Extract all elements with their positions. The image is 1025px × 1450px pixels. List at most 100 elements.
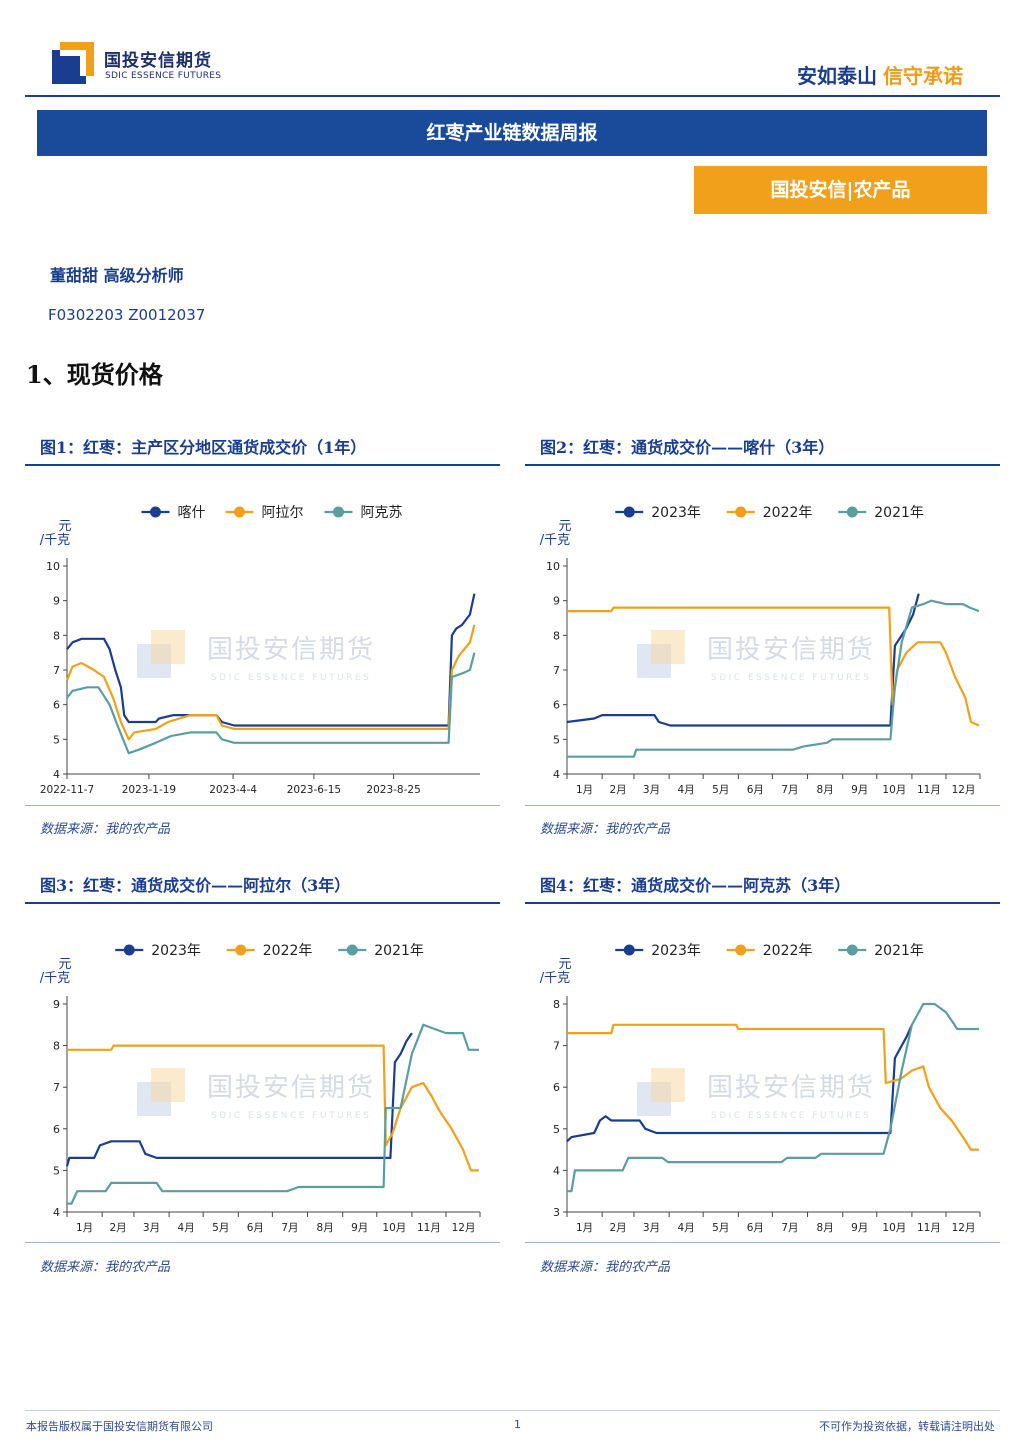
x-tick-label: 12月 [952, 784, 976, 796]
y-axis-label: 元 [58, 519, 71, 534]
y-tick-label: 4 [53, 1206, 60, 1219]
y-tick-label: 7 [553, 664, 560, 677]
x-tick-label: 7月 [781, 784, 798, 796]
y-tick-label: 5 [553, 733, 560, 746]
series-line-3 [67, 1023, 479, 1205]
figure-2-rule [525, 464, 1000, 466]
x-tick-label: 2023-1-19 [122, 784, 176, 796]
slogan-part-a: 安如泰山 [797, 64, 877, 88]
x-tick-label: 6月 [247, 1222, 264, 1234]
figure-3-bottom-rule [25, 1242, 500, 1243]
legend-label: 2021年 [874, 505, 924, 521]
x-tick-label: 5月 [212, 1222, 229, 1234]
chart-1: 国投安信期货 SDIC ESSENCE FUTURES 元/千克 4 5 6 7 8 9 10 20… [40, 505, 480, 796]
watermark-mark-icon [151, 630, 185, 664]
figure-1-source: 数据来源：我的农产品 [40, 822, 171, 837]
y-axis-label: 元 [558, 519, 571, 534]
figure-4-rule [525, 902, 1000, 904]
y-tick-label: 8 [53, 1040, 60, 1053]
watermark-text-cn: 国投安信期货 [707, 635, 875, 665]
author-name: 董甜甜 高级分析师 [50, 266, 184, 285]
watermark-text-en: SDIC ESSENCE FUTURES [211, 1111, 371, 1121]
figure-1-bottom-rule [25, 805, 500, 806]
slogan: 安如泰山 信守承诺 [797, 60, 963, 89]
y-tick-label: 7 [53, 1081, 60, 1094]
x-tick-label: 9月 [851, 1222, 868, 1234]
x-tick-label: 8月 [817, 1222, 834, 1234]
watermark-mark-icon [651, 1068, 685, 1102]
legend-marker [150, 506, 161, 518]
y-axis-label: /千克 [40, 533, 70, 548]
x-tick-label: 10月 [882, 784, 906, 796]
legend-marker [846, 944, 858, 956]
x-tick-label: 3月 [643, 1222, 660, 1234]
x-tick-label: 7月 [781, 1222, 798, 1234]
y-tick-label: 3 [553, 1206, 560, 1219]
y-tick-label: 6 [553, 1081, 560, 1094]
legend-label: 2022年 [763, 505, 813, 521]
y-axis-label: /千克 [40, 971, 70, 986]
series-line-3 [567, 599, 980, 758]
x-tick-label: 1月 [76, 1222, 93, 1234]
footer-divider [25, 1410, 1000, 1411]
y-tick-label: 5 [53, 1164, 60, 1177]
series-line-2 [67, 1044, 479, 1172]
x-tick-label: 7月 [281, 1222, 298, 1234]
chart-4: 国投安信期货 SDIC ESSENCE FUTURES 元/千克 3 4 5 6 7 8 1月 2月… [540, 943, 981, 1234]
y-axis-label: /千克 [540, 971, 570, 986]
y-tick-label: 8 [553, 998, 560, 1011]
legend-marker [735, 506, 747, 518]
figure-4-source: 数据来源：我的农产品 [540, 1260, 671, 1275]
x-tick-label: 4月 [678, 784, 695, 796]
series-line-1 [66, 593, 476, 727]
figure-2-bottom-rule [525, 805, 1000, 806]
figure-2-source: 数据来源：我的农产品 [540, 822, 671, 837]
legend-marker [333, 506, 344, 518]
legend-label: 2022年 [263, 943, 313, 959]
x-tick-label: 12月 [952, 1222, 976, 1234]
series-line-2 [567, 1023, 979, 1151]
y-tick-label: 7 [553, 1040, 560, 1053]
watermark-text-en: SDIC ESSENCE FUTURES [211, 673, 371, 683]
figure-2-title: 图2：红枣：通货成交价——喀什（3年） [540, 438, 835, 457]
x-tick-label: 12月 [452, 1222, 476, 1234]
x-tick-label: 11月 [917, 1222, 941, 1234]
y-tick-label: 7 [53, 664, 60, 677]
watermark-mark-icon [651, 630, 685, 664]
x-tick-label: 3月 [143, 1222, 160, 1234]
legend-marker [123, 944, 135, 956]
y-tick-label: 4 [553, 768, 560, 781]
series-line-1 [566, 1024, 913, 1143]
watermark-text-en: SDIC ESSENCE FUTURES [711, 1111, 871, 1121]
x-tick-label: 2月 [609, 1222, 626, 1234]
y-tick-label: 9 [53, 998, 60, 1011]
chart-2: 国投安信期货 SDIC ESSENCE FUTURES 元/千克 4 5 6 7 8 9 10 1月… [540, 505, 981, 796]
y-tick-label: 8 [553, 629, 560, 642]
y-tick-label: 9 [553, 595, 560, 608]
x-tick-label: 9月 [351, 1222, 368, 1234]
y-tick-label: 5 [553, 1123, 560, 1136]
logo-text-en: SDIC ESSENCE FUTURES [105, 71, 222, 81]
x-tick-label: 4月 [678, 1222, 695, 1234]
company-logo: 国投安信期货 SDIC ESSENCE FUTURES [52, 40, 242, 90]
chart-3: 国投安信期货 SDIC ESSENCE FUTURES 元/千克 4 5 6 7 8 9 1月 2月… [40, 943, 481, 1234]
series-line-1 [65, 1032, 413, 1167]
legend-marker [235, 944, 247, 956]
legend-label: 阿克苏 [361, 505, 403, 521]
x-tick-label: 11月 [917, 784, 941, 796]
legend-marker [623, 944, 635, 956]
legend-marker [234, 506, 245, 518]
legend-marker [346, 944, 358, 956]
y-tick-label: 8 [53, 629, 60, 642]
x-tick-label: 2023-6-15 [287, 784, 341, 796]
watermark-text-cn: 国投安信期货 [707, 1073, 875, 1103]
legend-label: 喀什 [178, 505, 206, 521]
legend-label: 2021年 [374, 943, 424, 959]
y-tick-label: 6 [553, 699, 560, 712]
section-title: 1、现货价格 [26, 360, 163, 389]
y-tick-label: 6 [53, 699, 60, 712]
y-tick-label: 4 [53, 768, 60, 781]
logo-mark-icon [52, 42, 94, 84]
x-tick-label: 2月 [109, 1222, 126, 1234]
watermark-mark-icon [151, 1068, 185, 1102]
